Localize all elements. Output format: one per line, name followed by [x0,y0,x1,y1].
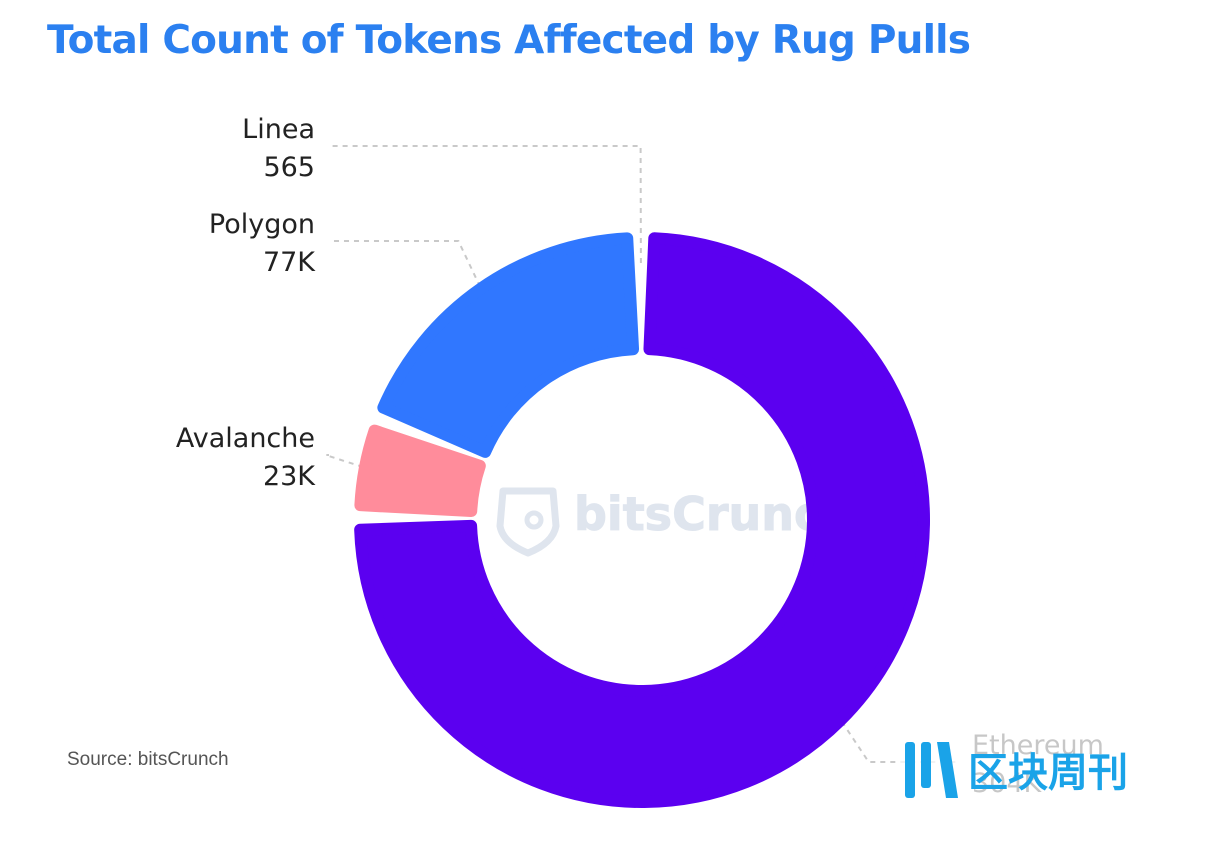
chart-title: Total Count of Tokens Affected by Rug Pu… [47,18,971,63]
corner-watermark-logo: 区块周刊 [898,702,1198,824]
corner-watermark-text: 区块周刊 [968,750,1128,796]
slice-avalanche [354,424,486,518]
slice-ethereum [354,232,930,808]
leader-line-polygon [329,240,482,288]
corner-logo-bars-icon [905,742,958,798]
slice-label-value-avalanche: 23K [263,461,316,492]
slice-label-name-linea: Linea [242,114,315,145]
leader-lines [325,145,960,763]
slice-label-name-polygon: Polygon [209,209,315,240]
slice-label-value-linea: 565 [263,152,315,183]
slice-label-value-polygon: 77K [263,247,316,278]
watermark-dot [524,510,544,530]
donut-slices [354,232,930,808]
source-note: Source: bitsCrunch [67,749,229,770]
leader-line-avalanche [325,454,364,468]
leader-line-linea [329,145,642,264]
shield-icon [496,487,560,557]
slice-polygon [377,232,640,458]
slice-label-name-avalanche: Avalanche [176,423,315,454]
bitscrunch-watermark: bitsCrunch [496,487,855,557]
